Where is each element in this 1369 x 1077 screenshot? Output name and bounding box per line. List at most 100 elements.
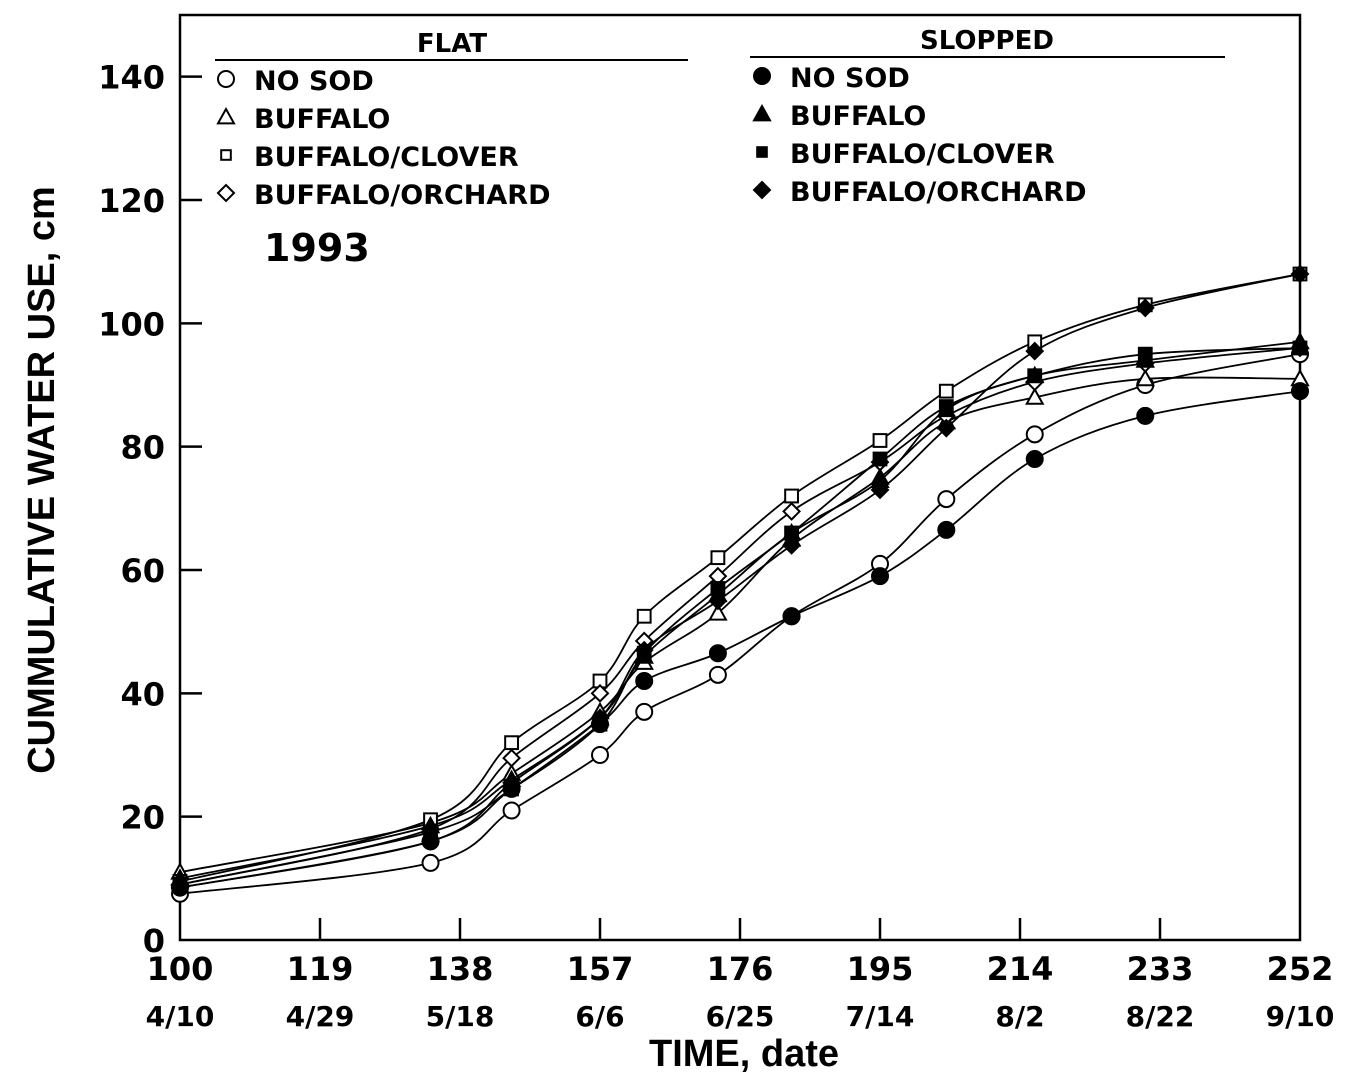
legend-header-slopped: SLOPPED xyxy=(920,26,1054,56)
data-point xyxy=(634,640,654,660)
x-tick-label: 176 xyxy=(707,950,774,988)
data-point xyxy=(936,418,956,438)
x-tick-label: 214 xyxy=(987,950,1054,988)
series-line xyxy=(179,347,1301,886)
data-point xyxy=(1025,387,1045,405)
series-line xyxy=(179,273,1301,889)
data-point xyxy=(421,853,440,872)
data-point xyxy=(636,608,652,624)
series-flat-buffalo-orchard xyxy=(170,338,1310,894)
legend-header-flat: FLAT xyxy=(417,29,487,59)
data-point xyxy=(708,603,728,621)
legend-marker xyxy=(220,149,232,161)
axes-layer: 0 20 40 60 80 100 120 140 100 4/10 119 4/29 138 5/18 1… xyxy=(98,13,1335,1033)
x-tick-date-label: 6/6 xyxy=(575,1000,624,1033)
series-slopped-buffalo-clover xyxy=(172,340,1308,892)
series-line xyxy=(179,340,1301,880)
data-point xyxy=(1137,346,1153,362)
data-point xyxy=(782,607,801,626)
series-line xyxy=(179,347,1301,886)
y-tick-label: 20 xyxy=(120,799,165,837)
data-point xyxy=(635,702,654,721)
legend-label: BUFFALO/CLOVER xyxy=(790,139,1055,170)
x-tick-label: 119 xyxy=(287,950,354,988)
data-point xyxy=(1135,298,1155,318)
x-tick-label: 195 xyxy=(847,950,914,988)
y-tick-label: 40 xyxy=(120,675,165,713)
legend: FLAT SLOPPED NO SOD BUFFALO BUFFALO/CLOVER… xyxy=(215,26,1225,211)
x-tick-label: 138 xyxy=(427,950,494,988)
legend-marker xyxy=(756,146,768,158)
y-axis-title: CUMMULATIVE WATER USE, cm xyxy=(21,186,63,774)
data-point xyxy=(937,490,956,509)
data-point xyxy=(871,567,889,586)
data-point xyxy=(170,878,190,897)
data-point xyxy=(870,480,890,500)
data-point xyxy=(502,801,521,820)
data-point xyxy=(421,831,440,851)
data-point xyxy=(1025,341,1045,361)
x-tick-date-label: 6/25 xyxy=(706,1000,775,1033)
legend-label: BUFFALO/ORCHARD xyxy=(790,177,1087,208)
x-tick-date-label: 8/2 xyxy=(995,1000,1044,1033)
x-tick-date-label: 5/18 xyxy=(426,1000,495,1033)
data-point xyxy=(782,502,801,521)
legend-label: BUFFALO/CLOVER xyxy=(254,142,519,173)
data-point xyxy=(502,773,521,793)
y-tick-label: 60 xyxy=(120,552,165,590)
data-point xyxy=(784,488,799,504)
legend-marker xyxy=(752,180,772,200)
series-flat-buffalo xyxy=(170,368,1310,880)
data-point xyxy=(938,399,954,414)
series-layer xyxy=(170,264,1310,903)
x-tick-label: 233 xyxy=(1127,950,1194,988)
data-point xyxy=(1290,264,1310,284)
data-point xyxy=(708,644,727,663)
data-point xyxy=(504,735,519,751)
data-point xyxy=(635,672,654,690)
legend-marker xyxy=(753,67,771,85)
data-point xyxy=(782,535,801,555)
data-point xyxy=(502,748,521,768)
data-point xyxy=(1025,425,1044,444)
x-tick-date-label: 4/29 xyxy=(286,1000,355,1033)
legend-marker xyxy=(216,183,236,203)
data-point xyxy=(708,591,728,611)
x-tick-label: 100 xyxy=(147,950,214,988)
series-line xyxy=(179,390,1301,889)
legend-label: BUFFALO xyxy=(254,104,390,135)
x-tick-date-label: 9/10 xyxy=(1266,1000,1335,1033)
x-tick-date-label: 7/14 xyxy=(846,1000,915,1033)
legend-label: BUFFALO/ORCHARD xyxy=(254,180,551,211)
y-tick-label: 80 xyxy=(120,429,165,467)
data-point xyxy=(710,550,726,566)
data-point xyxy=(708,665,727,684)
x-tick-label: 252 xyxy=(1267,950,1334,988)
legend-label: NO SOD xyxy=(254,66,374,97)
data-point xyxy=(1025,450,1044,468)
data-point xyxy=(590,708,610,728)
year-annotation: 1993 xyxy=(264,226,370,270)
legend-label: NO SOD xyxy=(790,63,910,94)
data-point xyxy=(591,746,609,764)
x-tick-label: 157 xyxy=(567,950,634,988)
y-tick-label: 0 xyxy=(143,922,165,960)
data-point xyxy=(872,433,888,448)
series-flat-no-sod xyxy=(171,345,1309,903)
data-point xyxy=(1136,406,1155,425)
series-line xyxy=(179,353,1301,895)
data-point xyxy=(590,683,610,703)
legend-marker xyxy=(752,103,772,122)
x-axis-title: TIME, date xyxy=(649,1033,839,1075)
series-slopped-buffalo-orchard xyxy=(170,264,1310,897)
y-tick-label: 140 xyxy=(98,59,165,97)
data-point xyxy=(1291,382,1309,401)
data-point xyxy=(1292,340,1308,356)
series-line xyxy=(179,273,1301,883)
data-point xyxy=(1027,368,1043,384)
data-point xyxy=(937,520,956,539)
data-point xyxy=(1135,368,1155,387)
y-tick-label: 100 xyxy=(98,305,165,343)
x-tick-date-label: 8/22 xyxy=(1126,1000,1195,1033)
